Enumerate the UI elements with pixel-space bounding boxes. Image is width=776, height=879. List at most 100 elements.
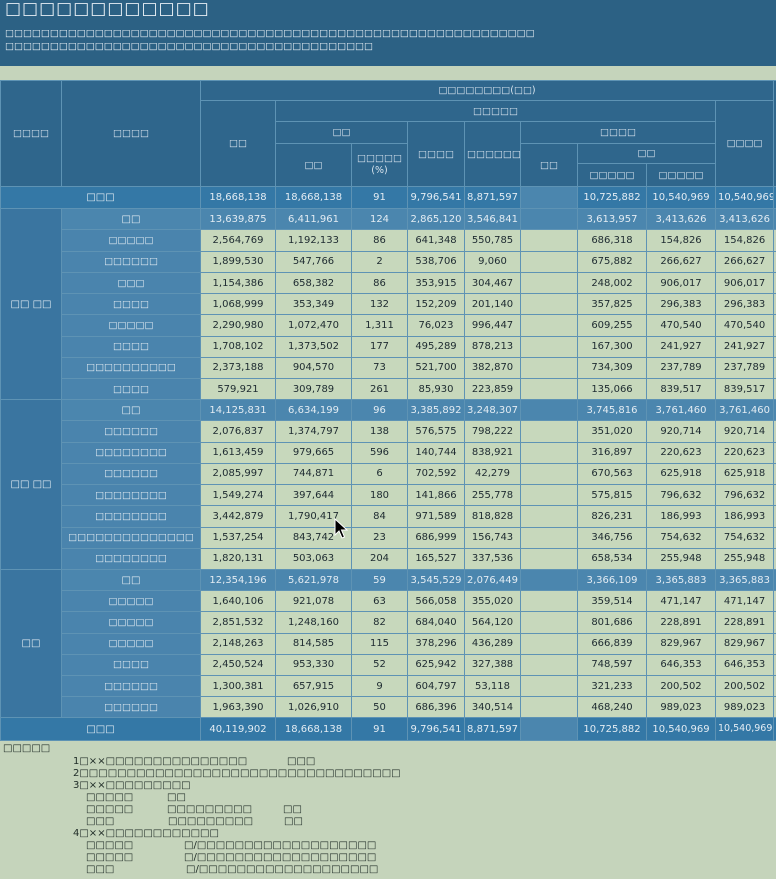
value-cell: 13,639,875	[200, 208, 276, 231]
value-cell: 609,255	[577, 314, 647, 337]
grand-total-row: □□□ 18,668,138 18,668,138 91 9,796,541 8,871,…	[0, 185, 776, 210]
note-3c-label: □□□	[86, 816, 115, 827]
row-label: □□□□□□□□	[61, 505, 201, 528]
value-cell: 255,948	[646, 547, 716, 570]
col-d12-header: □□□□□	[646, 163, 716, 187]
value-cell: 346,756	[577, 526, 647, 549]
value-cell: 3,248,307	[464, 399, 521, 422]
row-label: □□□□	[61, 293, 201, 316]
note-1b: □□□□□□□	[181, 756, 248, 767]
row-label: □□□□□□	[61, 675, 201, 698]
grand-total-bottom-row: □□□ 40,119,902 18,668,138 91 9,796,541 8,871,…	[0, 717, 776, 741]
value-cell: 200,502	[714, 675, 775, 698]
value-cell: 596	[351, 441, 408, 464]
empty-cell	[520, 717, 578, 741]
value-cell: 625,918	[646, 462, 716, 486]
table-row: □□□□□□ 1,899,530 547,766 2 538,706 9,060 675,8…	[1, 250, 776, 273]
value-cell: 839,517	[646, 377, 716, 401]
value-cell: 397,644	[275, 484, 352, 507]
value-cell: 3,365,883	[714, 568, 775, 592]
value-cell: 470,540	[714, 314, 775, 337]
value-cell: 684,040	[407, 611, 465, 634]
value-cell: 10,540,969	[646, 717, 716, 741]
col-total-header: □□	[200, 100, 276, 187]
value-cell: 353,349	[275, 293, 352, 316]
subtotal-row: □□ □□ 12,354,196 5,621,978 59 3,545,529 2,076,…	[0, 568, 776, 719]
value-cell: 814,585	[275, 632, 352, 655]
subtotal-row: □□ □□ □□ 13,639,875 6,411,961 124 2,865,120 3,…	[0, 208, 776, 401]
empty-cell	[520, 356, 578, 379]
table-row: □□□□□□ 2,076,837 1,374,797 138 576,575 798,22…	[1, 420, 776, 443]
group-main-header: □□□□□□□□(□□)	[199, 80, 775, 101]
value-cell: 989,023	[646, 696, 716, 719]
value-cell: 1,374,797	[275, 420, 352, 443]
empty-cell	[520, 335, 578, 358]
value-cell: 734,309	[577, 356, 647, 379]
value-cell: 471,147	[646, 590, 716, 613]
value-cell: 248,002	[577, 271, 647, 295]
table-row: □□□□□□□□□□ 2,373,188 904,570 73 521,700 382,8…	[1, 356, 776, 379]
col-d11-header: □□□□□	[577, 163, 647, 187]
value-cell: 223,859	[464, 377, 521, 401]
value-cell: 18,668,138	[275, 717, 352, 741]
group-sub-header: □□□□□	[275, 100, 716, 122]
table-row: □□□□ 1,708,102 1,373,502 177 495,289 878,213 1…	[1, 335, 776, 358]
value-cell: 1,311	[351, 314, 408, 337]
value-cell: 3,761,460	[714, 399, 775, 422]
value-cell: 604,797	[407, 675, 465, 698]
value-cell: 135,066	[577, 377, 647, 401]
value-cell: 838,921	[464, 441, 521, 464]
value-cell: 357,825	[577, 293, 647, 316]
value-cell: 296,383	[714, 293, 775, 316]
value-cell: 829,967	[646, 632, 716, 655]
value-cell: 1,068,999	[200, 293, 276, 316]
note-3c-value: □□	[284, 816, 303, 827]
note-3b-label: □□□□□	[86, 804, 134, 815]
footnotes: □□□□□ 1□××□□□□□□□□ □□□□□□□ □□□ 2□□□□□□□□…	[0, 742, 776, 879]
value-cell: 796,632	[714, 484, 775, 507]
empty-cell	[520, 653, 578, 677]
empty-cell	[520, 208, 578, 231]
empty-cell	[520, 611, 578, 634]
subtotal-label: □□	[61, 399, 201, 422]
value-cell: 1,820,131	[200, 547, 276, 570]
group-label: □□ □□	[0, 399, 62, 570]
row-label: □□□□□□□□	[61, 547, 201, 570]
value-cell: 801,686	[577, 611, 647, 634]
note-4b-value: □/□□□□□□□□□□□□□□□□□□□	[184, 852, 377, 863]
value-cell: 82	[351, 611, 408, 634]
value-cell: 132	[351, 293, 408, 316]
value-cell: 3,365,883	[646, 568, 716, 592]
value-cell: 84	[351, 505, 408, 528]
value-cell: 73	[351, 356, 408, 379]
value-cell: 657,915	[275, 675, 352, 698]
note-3a-value: □□	[167, 792, 186, 803]
value-cell: 186,993	[646, 505, 716, 528]
page-title: □□□□□□□□□□□□	[5, 0, 210, 19]
value-cell: 8,871,597	[464, 185, 521, 210]
mouse-cursor-icon	[334, 518, 348, 539]
value-cell: 658,382	[275, 271, 352, 295]
value-cell: 237,789	[646, 356, 716, 379]
value-cell: 646,353	[714, 653, 775, 677]
value-cell: 686,999	[407, 526, 465, 549]
value-cell: 378,296	[407, 632, 465, 655]
col-unit-header: □□□□	[61, 80, 201, 187]
value-cell: 296,383	[646, 293, 716, 316]
value-cell: 337,536	[464, 547, 521, 570]
col-a-header: □□	[275, 121, 408, 144]
value-cell: 141,866	[407, 484, 465, 507]
value-cell: 2,076,449	[464, 568, 521, 592]
value-cell: 3,442,879	[200, 505, 276, 528]
table-row: □□□□□ 2,564,769 1,192,133 86 641,348 550,785 6…	[1, 229, 776, 252]
col-a2-header: □□□□□ (%)	[351, 143, 408, 187]
value-cell: 9,796,541	[407, 717, 465, 741]
note-1c: □□□	[287, 756, 316, 767]
table-row: □□□□□□□□ 1,549,274 397,644 180 141,866 255,77…	[1, 484, 776, 507]
value-cell: 316,897	[577, 441, 647, 464]
value-cell: 579,921	[200, 377, 276, 401]
group-label: □□ □□	[0, 208, 62, 401]
table-row: □□□□□□□□ 3,442,879 1,790,417 84 971,589 818,8…	[1, 505, 776, 528]
note-3b-text: □□□□□□□□□	[167, 804, 253, 815]
table-row: □□□□□ 2,148,263 814,585 115 378,296 436,289 66…	[1, 632, 776, 655]
